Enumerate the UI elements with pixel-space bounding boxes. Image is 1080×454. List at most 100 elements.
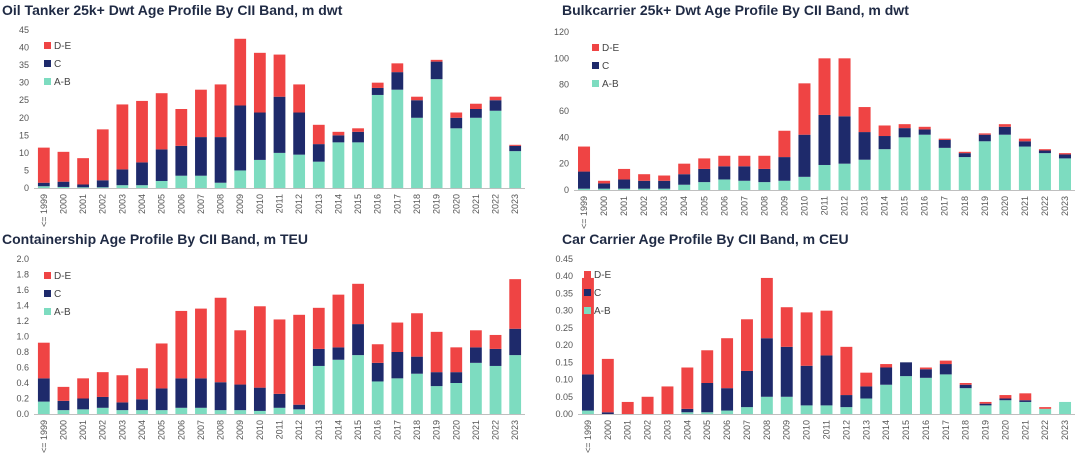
y-tick-label: 25 — [19, 95, 29, 105]
bar-segment-d-e — [598, 180, 611, 184]
x-tick-label: 2001 — [623, 420, 633, 440]
bar-segment-d-e — [918, 126, 931, 130]
x-tick-label: 2001 — [619, 196, 629, 216]
legend-swatch — [592, 62, 599, 69]
bar-segment-d-e — [509, 279, 522, 329]
bar-segment-a-b — [758, 182, 771, 190]
bar-segment-a-b — [778, 180, 791, 190]
bar-segment-c — [701, 383, 714, 413]
bar-segment-a-b — [450, 128, 463, 188]
bar-segment-d-e — [721, 338, 734, 389]
x-tick-label: 2013 — [860, 196, 870, 216]
bar-segment-c — [312, 144, 325, 162]
bar-segment-d-e — [332, 294, 345, 348]
y-tick-label: 15 — [19, 130, 29, 140]
bar-segment-a-b — [77, 409, 89, 414]
bar-segment-c — [880, 367, 893, 385]
y-tick-label: 0.0 — [16, 409, 29, 419]
chart-title: Containership Age Profile By CII Band, m… — [2, 231, 308, 247]
y-tick-label: 20 — [19, 113, 29, 123]
bar-segment-d-e — [698, 158, 711, 169]
bar-segment-c — [253, 387, 266, 411]
bar-segment-c — [450, 372, 463, 383]
bar-segment-c — [253, 112, 266, 160]
bar-segment-d-e — [411, 96, 423, 101]
x-tick-label: 2020 — [1000, 196, 1010, 216]
bar-segment-c — [312, 348, 325, 366]
x-tick-label: 2011 — [822, 420, 832, 439]
bar-segment-a-b — [57, 410, 70, 414]
bar-segment-a-b — [155, 410, 168, 414]
x-tick-label: 2016 — [373, 420, 383, 440]
bar-segment-a-b — [116, 410, 129, 414]
y-tick-label: 0.8 — [16, 347, 29, 357]
bar-segment-a-b — [391, 378, 404, 414]
bar-segment-d-e — [678, 163, 691, 175]
x-tick-label: 2003 — [659, 196, 669, 216]
bar-segment-c — [858, 132, 871, 160]
bar-segment-c — [136, 399, 148, 411]
y-tick-label: 0.30 — [555, 306, 573, 316]
y-tick-label: 20 — [559, 159, 569, 169]
bar-segment-a-b — [578, 188, 591, 190]
bar-segment-c — [352, 131, 364, 143]
x-tick-label: 2018 — [961, 420, 971, 440]
bar-segment-d-e — [818, 58, 831, 115]
bar-segment-d-e — [658, 175, 671, 181]
bar-segment-c — [738, 166, 751, 181]
x-tick-label: 2004 — [137, 420, 147, 440]
bar-segment-c — [332, 347, 345, 360]
bar-segment-a-b — [116, 185, 129, 188]
bar-segment-d-e — [1058, 153, 1071, 155]
bar-segment-c — [939, 364, 952, 375]
bar-segment-d-e — [641, 396, 654, 414]
legend-swatch — [44, 78, 51, 85]
bar-segment-d-e — [253, 306, 266, 388]
bar-segment-d-e — [939, 360, 952, 365]
legend-swatch — [44, 42, 51, 49]
x-tick-label: 2018 — [960, 196, 970, 216]
x-tick-label: 2000 — [58, 420, 68, 440]
bar-segment-c — [234, 105, 247, 171]
bar-segment-a-b — [820, 405, 833, 414]
bar-segment-a-b — [273, 407, 286, 414]
bar-segment-a-b — [312, 365, 325, 414]
bar-segment-a-b — [959, 388, 972, 414]
bar-segment-a-b — [489, 365, 502, 414]
bar-segment-c — [578, 171, 591, 189]
bar-segment-a-b — [718, 179, 731, 190]
bar-segment-a-b — [898, 137, 911, 190]
bar-segment-d-e — [470, 103, 482, 109]
bar-segment-d-e — [858, 107, 871, 133]
bar-segment-c — [581, 374, 594, 411]
bar-segment-d-e — [96, 129, 109, 181]
x-tick-label: <= 1999 — [579, 196, 589, 229]
bar-segment-d-e — [155, 343, 168, 389]
bar-segment-d-e — [838, 58, 851, 117]
bar-segment-d-e — [958, 151, 971, 154]
bar-segment-d-e — [778, 130, 791, 158]
bar-segment-a-b — [371, 381, 384, 414]
bar-segment-c — [273, 393, 286, 408]
y-tick-label: 0.40 — [555, 271, 573, 281]
x-tick-label: 2023 — [1060, 420, 1070, 440]
legend-swatch — [44, 308, 51, 315]
bar-segment-d-e — [312, 124, 325, 145]
bar-segment-d-e — [136, 100, 148, 163]
chart-svg: 0.0 0.2 0.4 0.6 0.8 1.0 1.2 1.4 1.6 1.8 2.0 <= 1999… — [16, 254, 525, 453]
bar-segment-c — [860, 386, 873, 399]
bar-segment-d-e — [77, 378, 89, 399]
bar-segment-a-b — [411, 373, 423, 414]
bar-segment-d-e — [758, 155, 771, 169]
bar-segment-d-e — [601, 358, 614, 413]
x-tick-label: 2022 — [1040, 420, 1050, 440]
bar-segment-d-e — [371, 82, 384, 88]
x-tick-label: 2014 — [880, 196, 890, 216]
bar-segment-a-b — [136, 185, 148, 188]
x-tick-label: 2015 — [353, 194, 363, 214]
legend-label: D-E — [594, 270, 612, 281]
x-tick-label: 2017 — [392, 194, 402, 214]
x-tick-label: 2023 — [1060, 196, 1070, 216]
y-tick-label: 120 — [554, 27, 569, 37]
bar-segment-c — [758, 168, 771, 183]
